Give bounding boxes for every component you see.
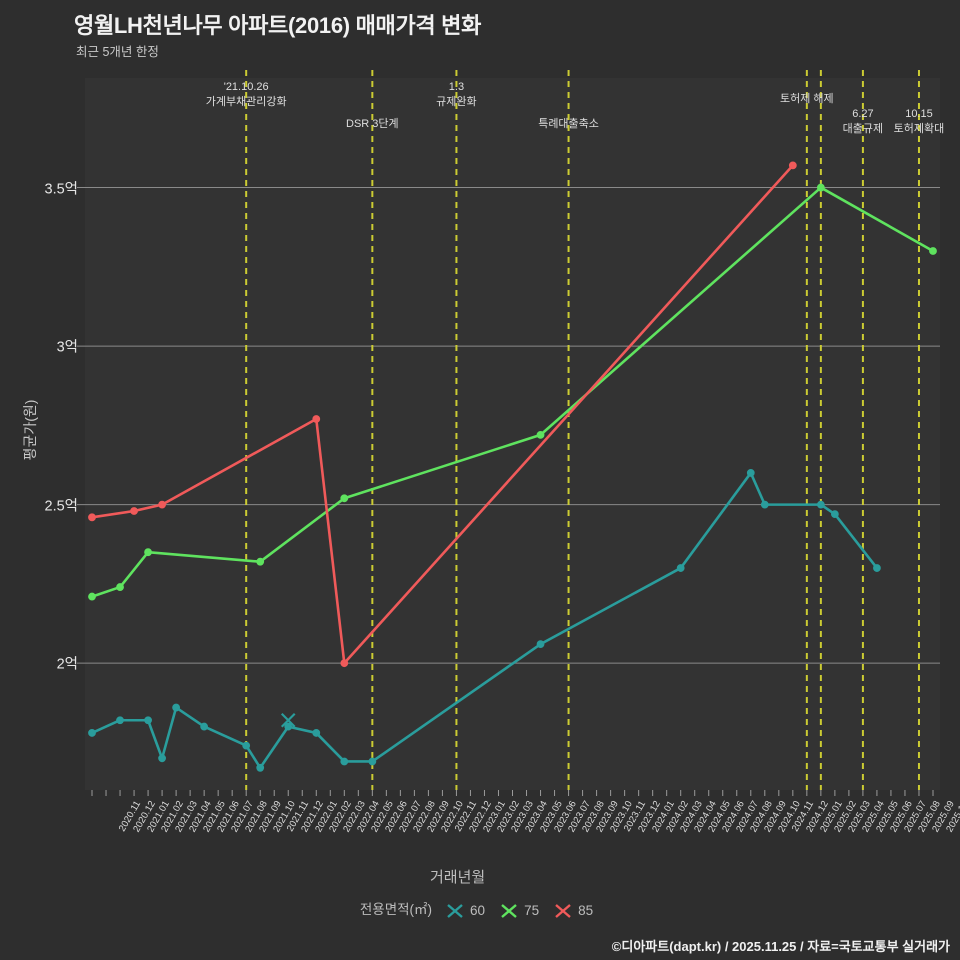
event-label: 가계부채관리강화 bbox=[205, 96, 287, 108]
chart-subtitle: 최근 5개년 한정 bbox=[76, 45, 159, 59]
legend-label: 75 bbox=[524, 903, 540, 919]
y-tick-label: 3억 bbox=[56, 339, 78, 356]
event-label: 규제완화 bbox=[436, 96, 477, 108]
legend-item-75[interactable]: 75 bbox=[499, 902, 539, 918]
legend-label: 85 bbox=[578, 903, 594, 919]
event-date: 6.27 bbox=[852, 108, 874, 120]
event-label: DSR 3단계 bbox=[346, 118, 399, 130]
event-annotation: 특례대출축소 bbox=[538, 117, 599, 132]
legend-marker-icon bbox=[555, 903, 571, 918]
event-label: 대출규제 bbox=[842, 123, 884, 135]
legend-label: 60 bbox=[470, 903, 486, 919]
event-annotation: 6.27 대출규제 bbox=[843, 107, 883, 137]
footer-credit: ©디아파트(dapt.kr) / 2025.11.25 / 자료=국토교통부 실… bbox=[611, 939, 950, 954]
y-tick-label: 2.5억 bbox=[44, 498, 79, 515]
legend-item-60[interactable]: 60 bbox=[445, 902, 485, 918]
x-axis-title: 거래년월 bbox=[430, 869, 486, 886]
event-label: 토허제확대 bbox=[893, 123, 945, 135]
event-label: 토허제 해제 bbox=[780, 93, 834, 105]
legend-marker-icon bbox=[447, 903, 463, 918]
legend-marker-icon bbox=[501, 903, 517, 918]
page-title: 영월LH천년나무 아파트(2016) 매매가격 변화 bbox=[74, 13, 482, 38]
legend-item-85[interactable]: 85 bbox=[553, 902, 593, 918]
event-date: '21.10.26 bbox=[223, 81, 269, 93]
event-annotation: 1.3 규제완화 bbox=[436, 80, 476, 110]
y-tick-label: 2억 bbox=[56, 656, 78, 673]
chart-legend: 전용면적(㎡) 60 75 85 bbox=[0, 898, 960, 919]
event-annotation: 10.15 토허제확대 bbox=[894, 107, 945, 137]
legend-title: 전용면적(㎡) bbox=[359, 902, 433, 917]
y-tick-label: 3.5억 bbox=[44, 181, 79, 198]
event-annotation: DSR 3단계 bbox=[346, 117, 399, 132]
event-label: 특례대출축소 bbox=[538, 118, 599, 130]
event-annotation: '21.10.26 가계부채관리강화 bbox=[206, 80, 287, 110]
event-date: 10.15 bbox=[905, 108, 933, 120]
event-annotation: 토허제 해제 bbox=[780, 92, 834, 107]
event-date: 1.3 bbox=[448, 81, 465, 93]
